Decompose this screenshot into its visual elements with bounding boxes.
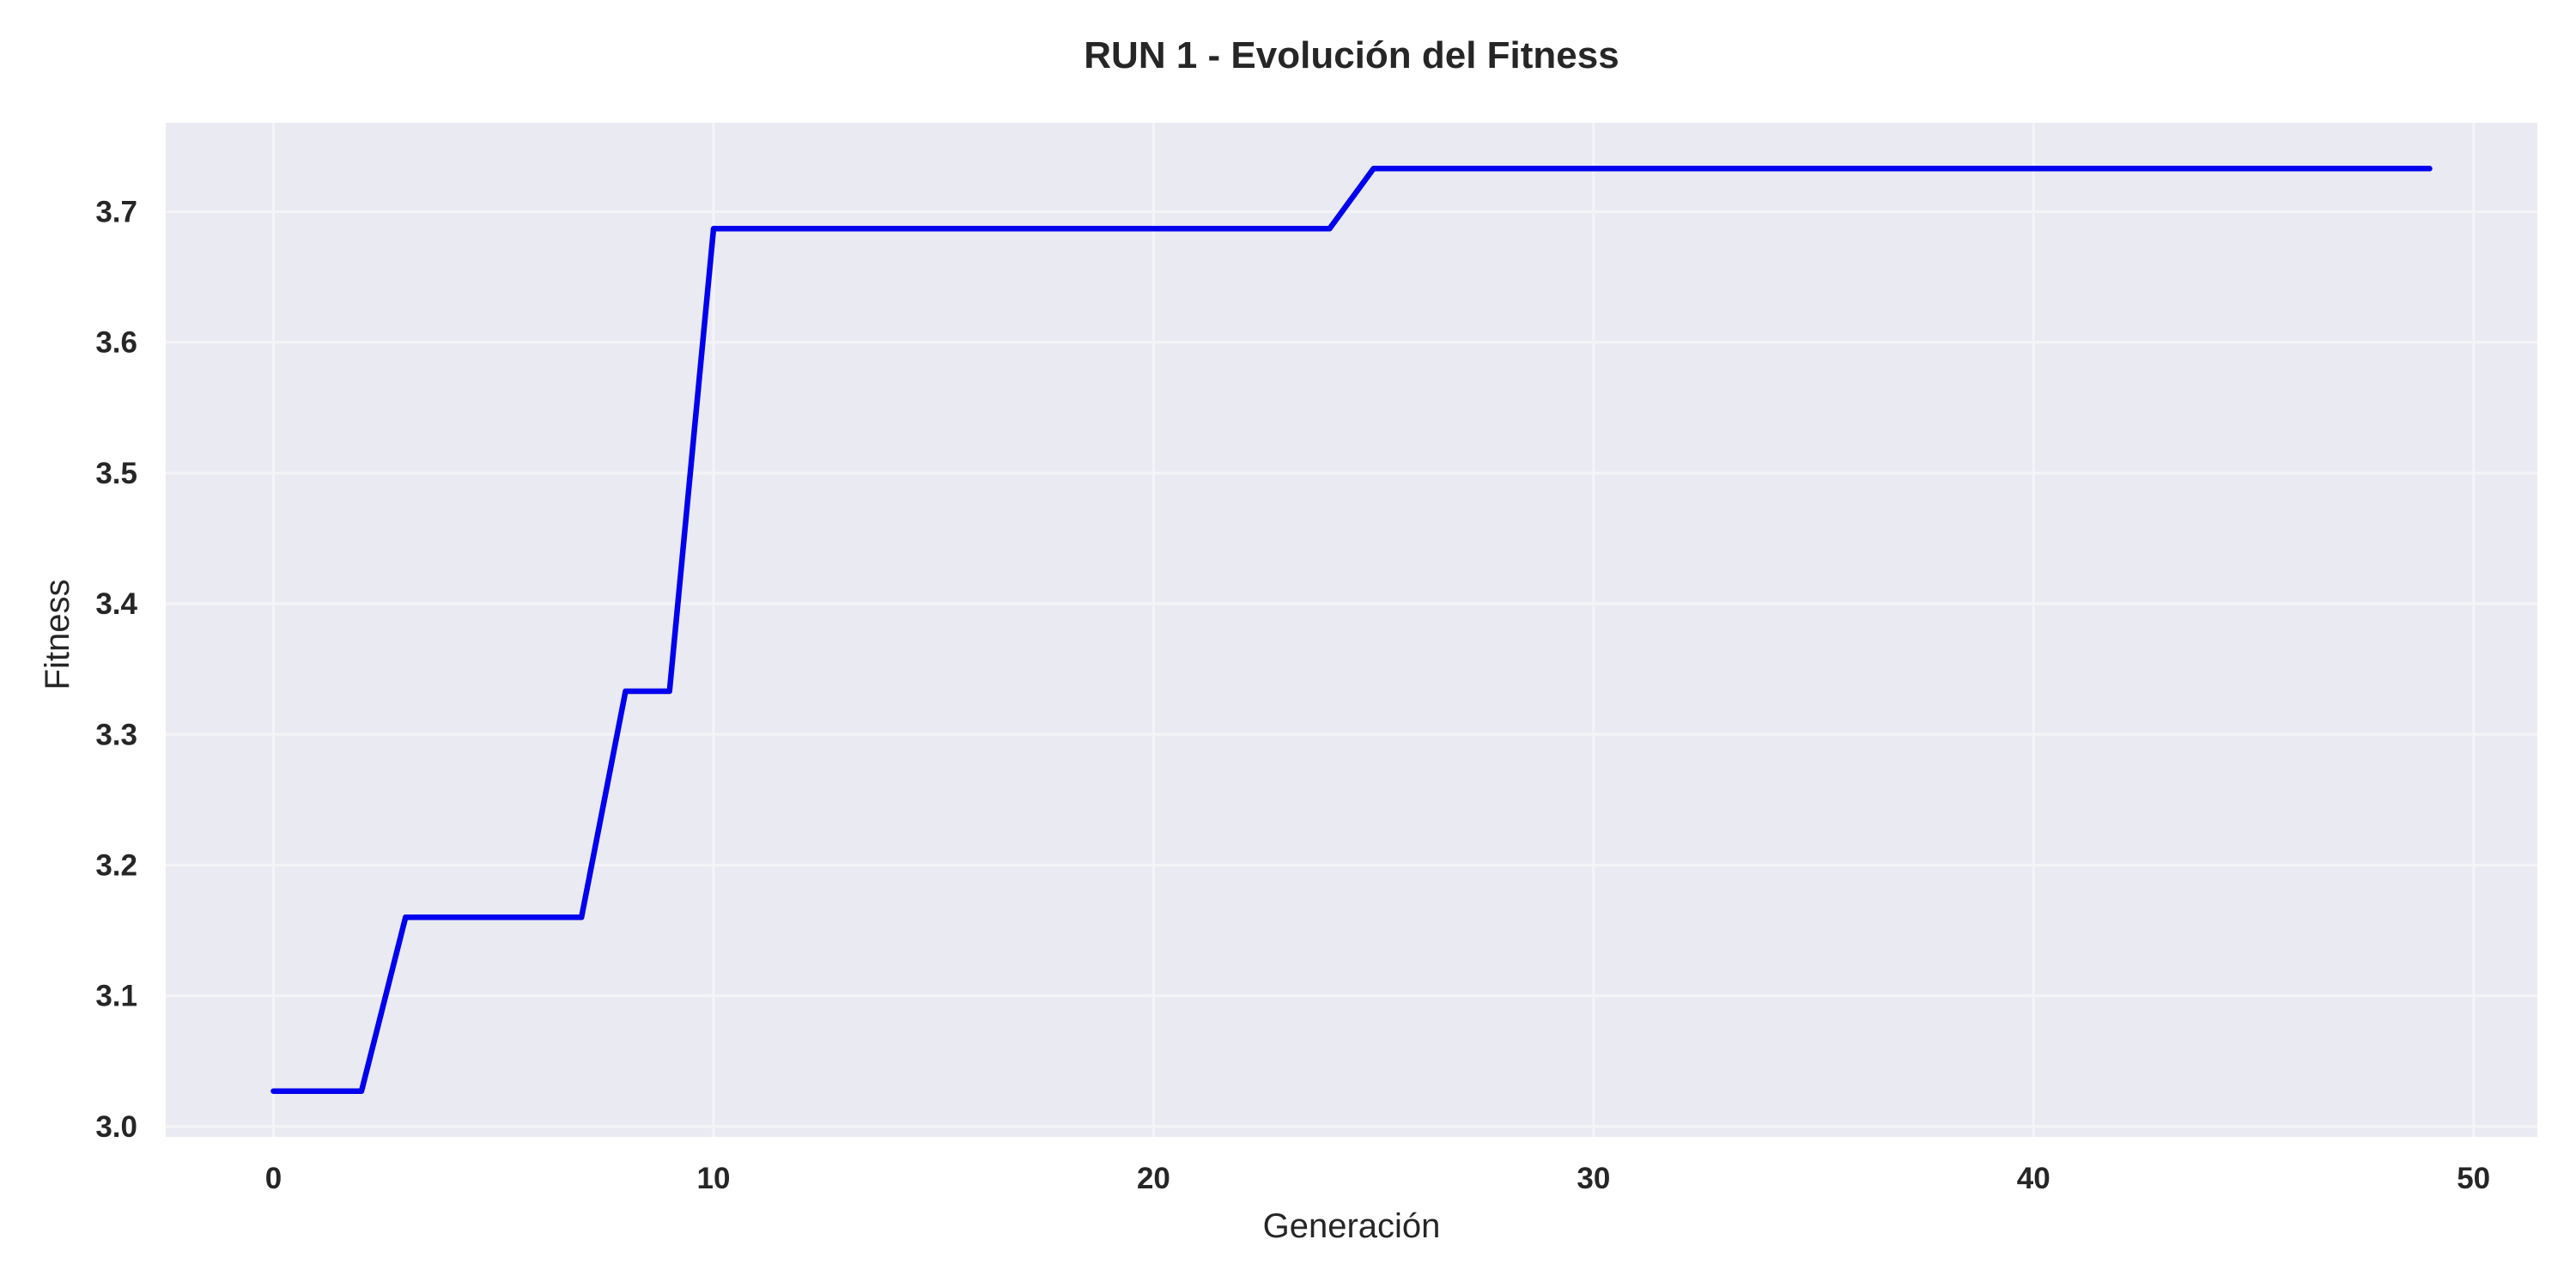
x-tick-label: 40 xyxy=(2017,1162,2050,1195)
x-tick-label: 50 xyxy=(2457,1162,2490,1195)
grid xyxy=(166,123,2537,1137)
x-tick-label: 20 xyxy=(1137,1162,1170,1195)
plot-area xyxy=(166,123,2537,1137)
y-tick-label: 3.3 xyxy=(95,718,137,751)
fitness-series-line xyxy=(270,166,2433,1094)
x-axis-ticks: 0 10 20 30 40 50 xyxy=(265,1162,2490,1195)
y-tick-label: 3.0 xyxy=(95,1110,137,1144)
y-tick-label: 3.7 xyxy=(95,195,137,228)
series-layer xyxy=(270,166,2433,1094)
y-tick-label: 3.1 xyxy=(95,980,137,1013)
y-tick-label: 3.2 xyxy=(95,848,137,882)
x-tick-label: 30 xyxy=(1577,1162,1610,1195)
y-axis-label: Fitness xyxy=(39,580,76,690)
y-tick-label: 3.4 xyxy=(95,587,137,621)
y-axis-ticks: 3.0 3.1 3.2 3.3 3.4 3.5 3.6 3.7 xyxy=(95,195,137,1143)
x-axis-label: Generación xyxy=(1263,1207,1441,1245)
y-tick-label: 3.6 xyxy=(95,326,137,360)
chart-title: RUN 1 - Evolución del Fitness xyxy=(1084,34,1619,76)
x-tick-label: 0 xyxy=(265,1162,282,1195)
y-tick-label: 3.5 xyxy=(95,457,137,490)
x-tick-label: 10 xyxy=(697,1162,731,1195)
